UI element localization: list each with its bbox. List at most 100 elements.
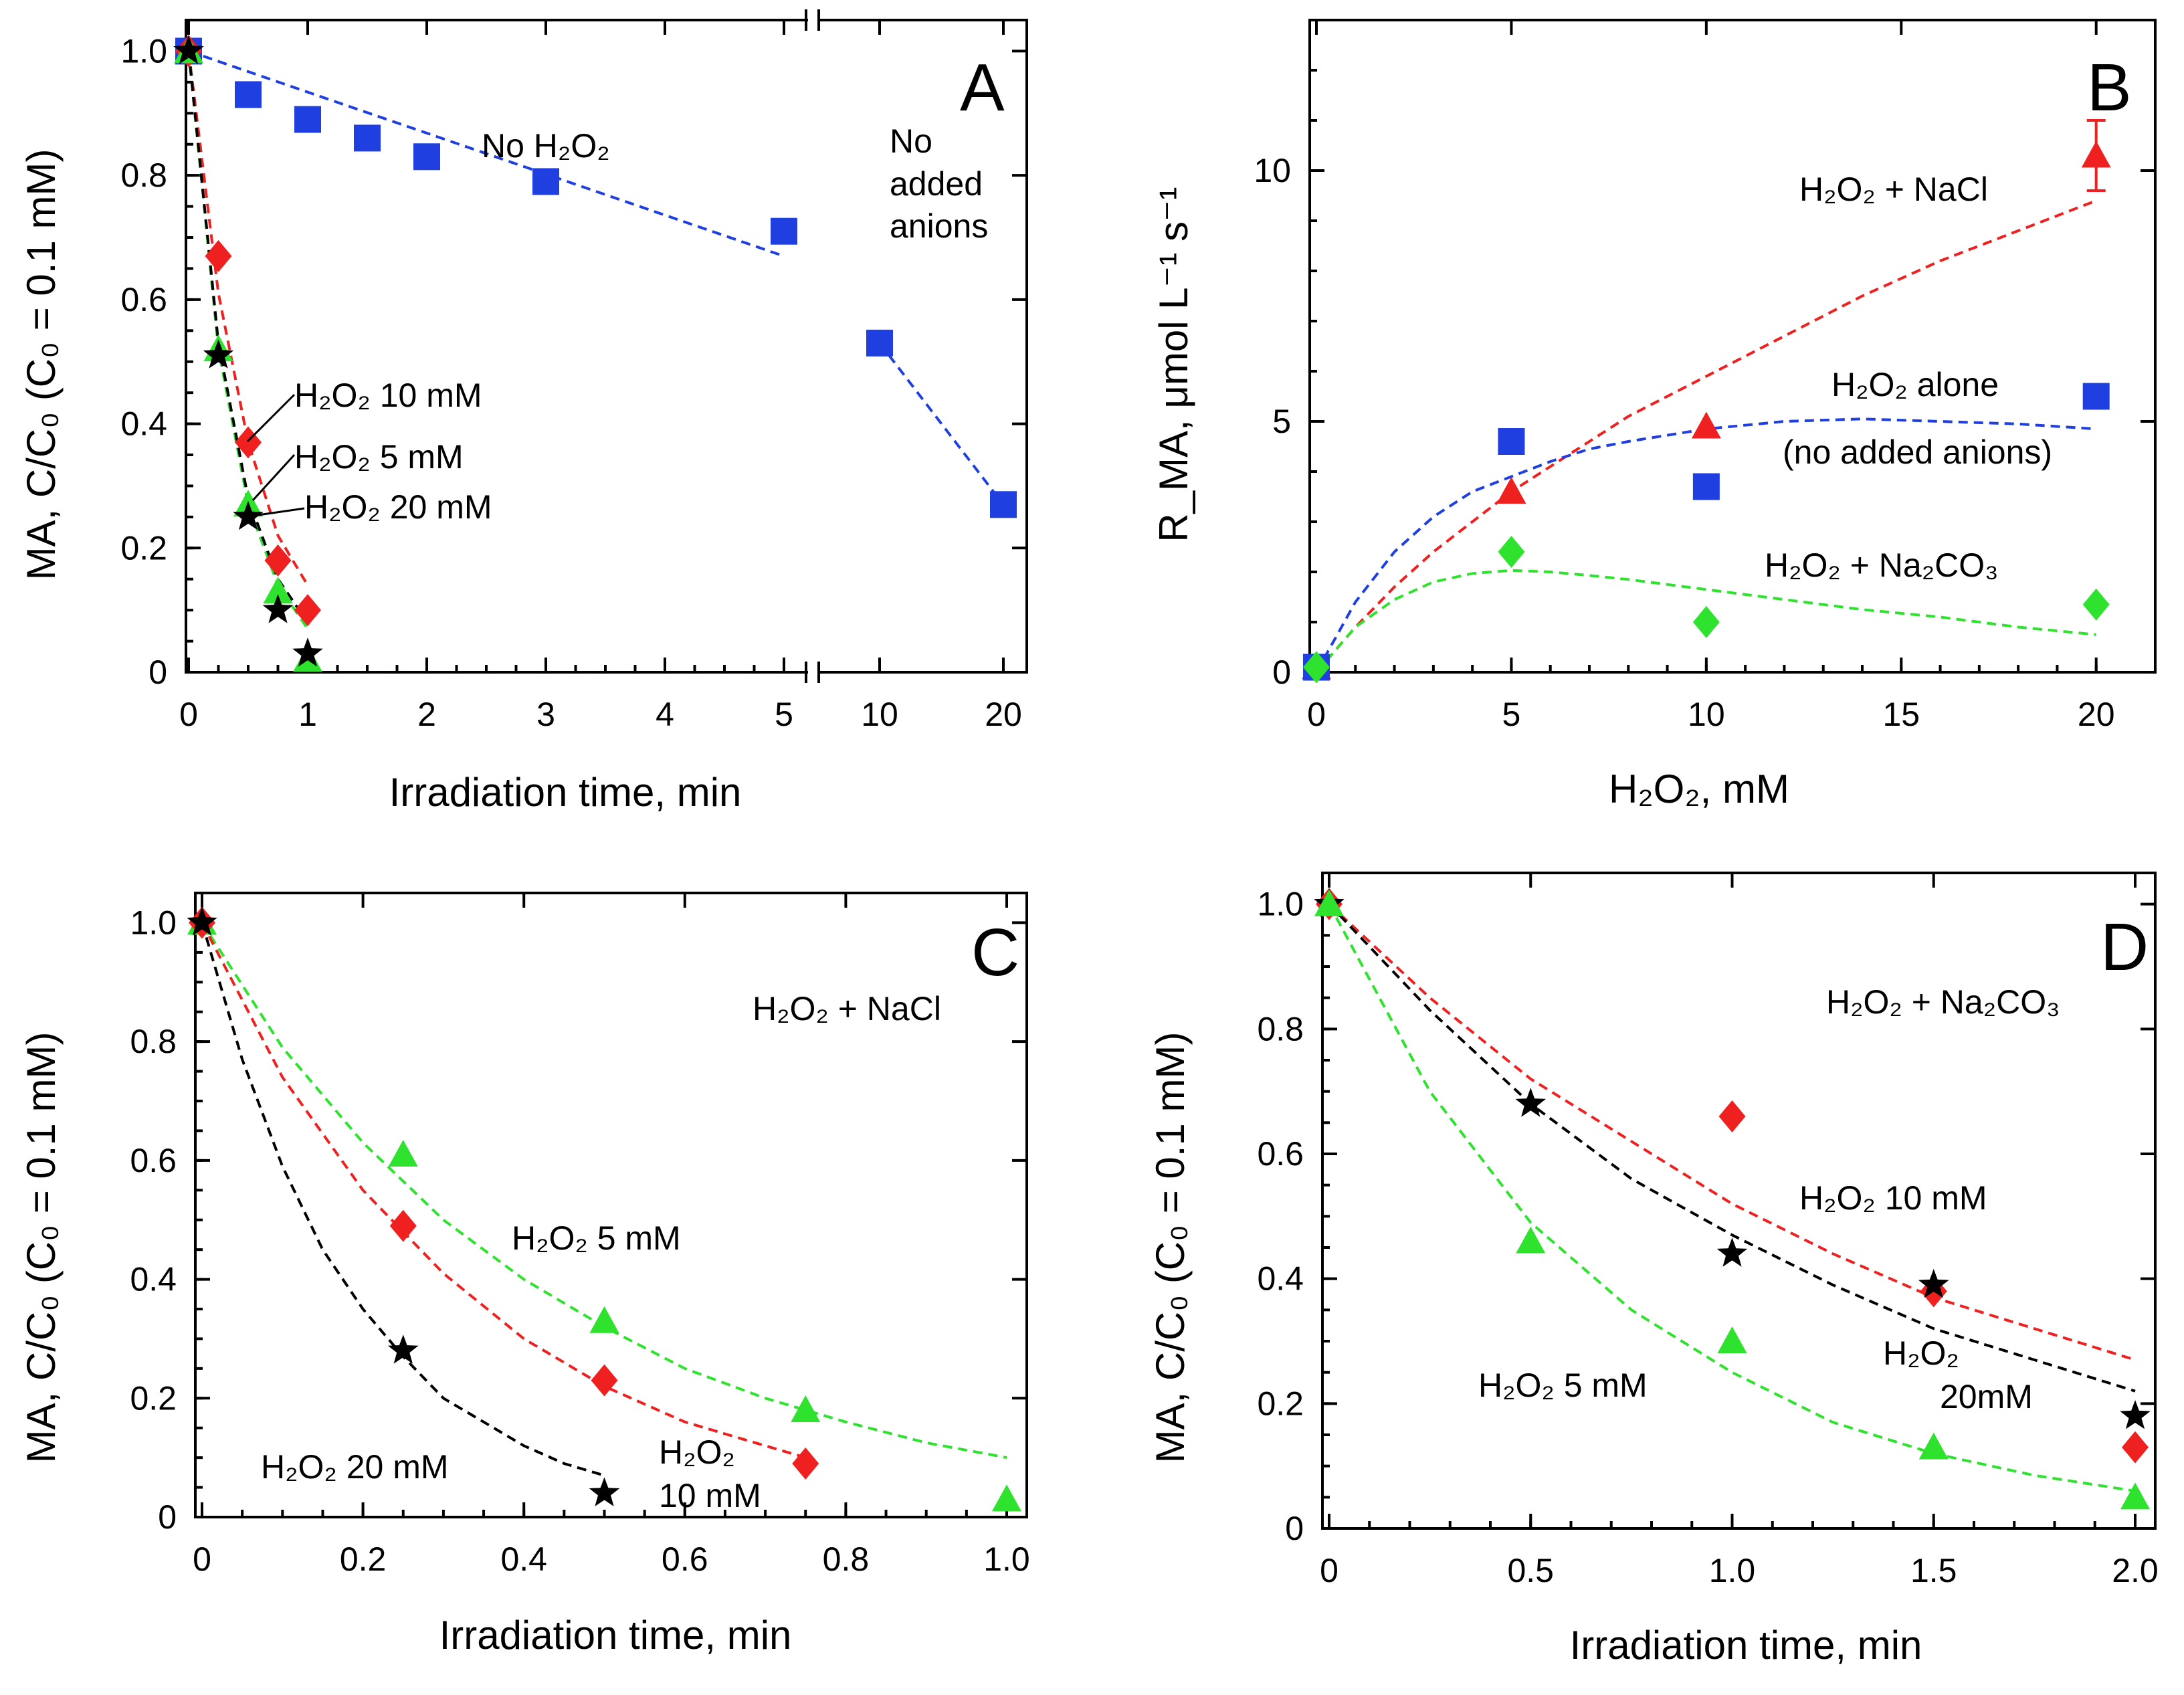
panel-a-x-tick-label: 0 — [179, 696, 198, 733]
panel-d-x-tick-label: 0 — [1320, 1552, 1338, 1589]
panel-c-marker-diamond — [389, 1209, 417, 1242]
panel-a-fit-line — [187, 51, 309, 587]
panel-d-label-h20-1: H₂O₂ — [1883, 1334, 1959, 1372]
panel-c-y-tick-label: 0.6 — [130, 1142, 177, 1179]
panel-c-marker-triangle — [388, 1139, 418, 1167]
panel-a-marker-square — [771, 217, 797, 245]
panel-c-marker-star — [187, 906, 217, 936]
panel-a-x-tick-label: 4 — [656, 696, 674, 733]
panel-b-fit-line — [1315, 199, 2097, 674]
panel-b-marker-diamond — [1692, 606, 1720, 638]
panel-d-y-tick-label: 0.6 — [1257, 1135, 1304, 1173]
panel-d-y-tick-label: 0 — [1285, 1510, 1304, 1547]
panel-a-marker-diamond — [294, 594, 321, 627]
panel-d-marker-diamond — [1718, 1100, 1746, 1132]
panel-c-fit-line — [201, 922, 806, 1460]
panel-a-marker-square — [235, 81, 262, 108]
panel-c-label-h20: H₂O₂ 20 mM — [261, 1448, 449, 1486]
panel-c-x-tick-label: 0.2 — [340, 1540, 387, 1578]
panel-b-marker-square — [2082, 383, 2110, 410]
panel-d-frame — [1321, 872, 2157, 1530]
panel-d-fit-line — [1328, 903, 2136, 1492]
panel-c-fit-line — [201, 922, 605, 1477]
panel-a-marker-star — [233, 500, 264, 530]
panel-c-plot-border — [194, 892, 1028, 1518]
panel-d-label-header: H₂O₂ + Na₂CO₃ — [1826, 983, 2060, 1021]
panel-a-fit-line — [187, 51, 309, 623]
panel-c: 0 0.2 0.4 0.6 0.8 1.0 0 0.2 0.4 0.6 0.8 1.0 C Irrad… — [19, 892, 1030, 1658]
panel-a-label-no-h2o2: No H₂O₂ — [482, 127, 610, 165]
panel-a-label-no-added-3: anions — [890, 207, 988, 245]
panel-a-leader-h10 — [246, 393, 296, 443]
panel-d-plot-border — [1321, 872, 2157, 1530]
panel-b-label-na2co3: H₂O₂ + Na₂CO₃ — [1765, 546, 1999, 584]
panel-a-y-tick-label: 0.2 — [120, 529, 167, 567]
panel-d-marker-triangle — [1918, 1432, 1949, 1460]
panel-b-x-tick-label: 10 — [1688, 696, 1725, 733]
panel-a-marker-square — [866, 329, 893, 357]
panel-c-x-tick-label: 1.0 — [983, 1540, 1030, 1578]
panel-a-axis-break-gap — [808, 663, 817, 682]
panel-a-label-no-added-1: No — [890, 122, 932, 160]
panel-a-marker-square — [294, 106, 321, 133]
panel-b-marker-diamond — [2082, 588, 2110, 621]
panel-d-marker-star — [1515, 1088, 1547, 1117]
panel-d-y-tick-label: 0.2 — [1257, 1385, 1304, 1422]
panel-c-x-label: Irradiation time, min — [439, 1613, 792, 1658]
panel-b-label-alone-1: H₂O₂ alone — [1831, 366, 1999, 403]
panel-a-marker-star — [292, 637, 323, 667]
panel-b-x-label: H₂O₂, mM — [1609, 767, 1789, 811]
panel-b-frame — [1308, 19, 2157, 674]
panel-c-x-tick-label: 0.6 — [662, 1540, 708, 1578]
panel-a-y-tick-label: 0.6 — [120, 281, 167, 318]
panel-a-marker-star — [173, 35, 204, 64]
panel-a-label-h20: H₂O₂ 20 mM — [304, 488, 492, 526]
panel-a-leader-h5 — [252, 454, 296, 502]
panel-d-marker-star — [1918, 1269, 1949, 1298]
panel-b-fit-lines — [1315, 199, 2097, 674]
panel-d-marker-star — [2120, 1400, 2151, 1429]
panel-d-label-h5: H₂O₂ 5 mM — [1478, 1367, 1648, 1404]
panel-c-y-tick-label: 1.0 — [130, 904, 177, 941]
panel-a-label-no-added-2: added — [890, 165, 983, 203]
panel-d-marker-star — [1716, 1237, 1748, 1267]
panel-c-label-h5: H₂O₂ 5 mM — [512, 1219, 681, 1257]
panel-c-y-label: MA, C/C₀ (C₀ = 0.1 mM) — [19, 1032, 64, 1464]
panel-c-frame — [194, 892, 1028, 1518]
panel-c-letter: C — [971, 915, 1019, 990]
panel-c-marker-triangle — [791, 1395, 821, 1423]
panel-a-y-tick-label: 0.8 — [120, 157, 167, 194]
panel-d-marker-triangle — [1314, 889, 1344, 916]
panel-b-x-tick-label: 15 — [1882, 696, 1920, 733]
panel-b-fit-line — [1315, 417, 2096, 673]
panel-a-y-label: MA, C/C₀ (C₀ = 0.1 mM) — [19, 149, 64, 581]
panel-d-marker-triangle — [1516, 1226, 1546, 1254]
panel-b-marker-triangle — [2081, 140, 2111, 168]
panel-a-fit-line — [187, 51, 309, 630]
panel-a-x-tick-label: 2 — [417, 696, 436, 733]
panel-c-x-tick-label: 0 — [193, 1540, 211, 1578]
panel-c-label-h10-2: 10 mM — [659, 1477, 761, 1514]
panel-d-marker-triangle — [1717, 1326, 1747, 1353]
panel-d-y-tick-label: 0.8 — [1257, 1010, 1304, 1048]
panel-d-marker-triangle — [2120, 1482, 2150, 1510]
panel-a-marker-square — [413, 143, 440, 171]
panel-a-letter: A — [960, 50, 1005, 125]
panel-a-label-h5: H₂O₂ 5 mM — [294, 438, 464, 476]
panel-b: 0 5 10 0 5 10 15 20 B H₂O₂, mM R_MA, μmol L⁻¹ s… — [1151, 19, 2157, 811]
panel-a-fit-line — [878, 342, 1005, 506]
panel-a-marker-triangle — [263, 577, 293, 604]
panel-a-x-label: Irradiation time, min — [389, 770, 742, 815]
panel-b-marker-square — [1498, 428, 1525, 455]
panel-c-markers — [187, 906, 1021, 1512]
panel-a-markers — [173, 35, 1017, 672]
panel-d-ticks: 0 0.2 0.4 0.6 0.8 1.0 0 0.5 1.0 1.5 2.0 — [1257, 872, 2159, 1589]
panel-a-x-tick-label: 3 — [536, 696, 555, 733]
panel-a-marker-diamond — [264, 544, 292, 577]
panel-b-fit-line — [1315, 569, 2096, 674]
panel-a: 0 0.2 0.4 0.6 0.8 1.0 0 1 2 3 4 5 10 20 A Irradiation… — [19, 9, 1028, 815]
panel-d-x-tick-label: 1.5 — [1910, 1552, 1957, 1589]
panel-c-marker-star — [387, 1334, 419, 1364]
panel-a-marker-square — [354, 124, 381, 152]
panel-d-label-h20-2: 20mM — [1940, 1378, 2033, 1415]
